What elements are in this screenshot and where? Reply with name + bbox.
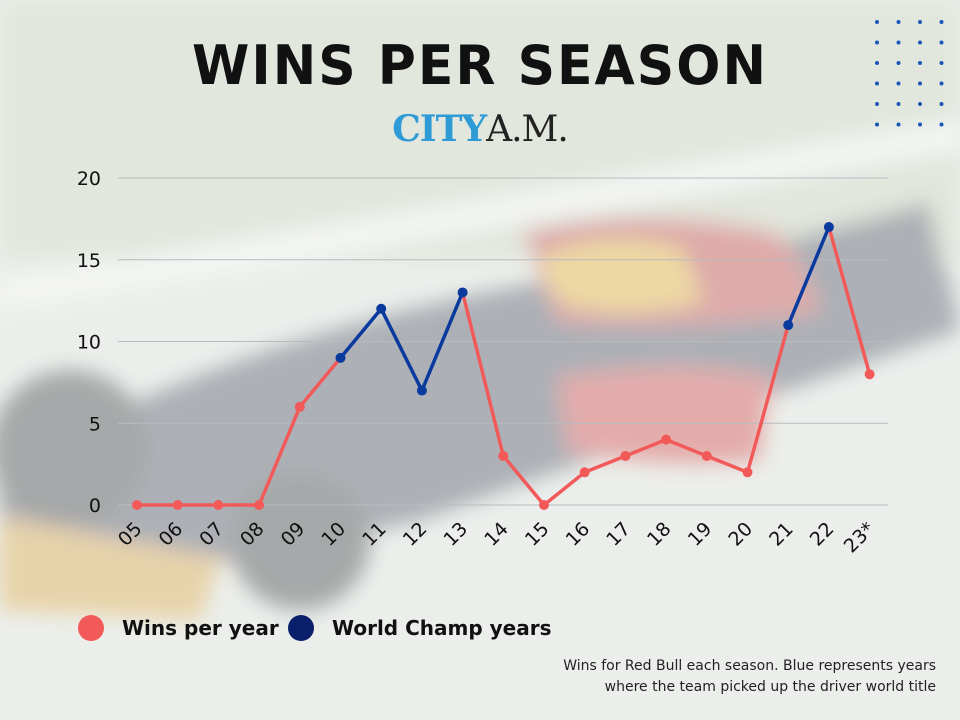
champ-point	[335, 352, 346, 363]
decor-dot	[875, 81, 879, 86]
x-tick-label: 07	[195, 518, 228, 551]
wins-line-segment	[298, 356, 343, 409]
legend-label-champ: World Champ years	[332, 616, 552, 640]
champ-point	[823, 222, 834, 233]
y-tick-label: 10	[77, 332, 101, 354]
x-tick-label: 18	[643, 518, 676, 551]
decor-dot	[939, 61, 944, 65]
chart-title: WINS PER SEASON	[192, 34, 768, 98]
decor-dot	[918, 81, 922, 86]
x-tick-label: 11	[358, 518, 391, 551]
legend-label-wins: Wins per year	[122, 616, 279, 640]
wins-line-segment	[460, 290, 506, 458]
decor-dot	[939, 122, 944, 127]
decor-dot	[896, 61, 901, 65]
decor-dot	[918, 61, 922, 65]
x-tick-label: 21	[765, 518, 798, 551]
x-tick-label: 23*	[840, 518, 879, 557]
champ-line-segment	[420, 290, 465, 393]
wins-line-segment	[582, 454, 628, 475]
wins-point	[294, 401, 305, 412]
x-tick-label: 12	[399, 518, 432, 551]
brand-city: CITY	[392, 108, 487, 150]
wins-point	[213, 500, 224, 510]
navy-dot-icon	[288, 615, 314, 641]
decor-dot	[896, 102, 901, 106]
x-tick-label: 08	[236, 518, 269, 551]
champ-point	[416, 385, 427, 396]
x-tick-label: 09	[277, 518, 310, 551]
x-tick-label: 16	[562, 518, 595, 551]
decor-dot	[918, 20, 922, 24]
decor-dot	[939, 40, 944, 45]
x-tick-label: 13	[439, 518, 472, 551]
x-tick-label: 14	[480, 518, 513, 551]
caption: Wins for Red Bull each season. Blue repr…	[563, 658, 936, 695]
decor-dot	[939, 20, 944, 24]
wins-line-segment	[257, 405, 302, 507]
decor-dot	[939, 81, 944, 86]
decor-dot	[875, 122, 879, 127]
wins-line-segment	[705, 454, 750, 475]
wins-point	[579, 467, 590, 478]
decor-dot	[939, 102, 944, 106]
champ-point	[376, 303, 387, 314]
x-tick-label: 17	[602, 518, 635, 551]
wins-line-segment	[664, 437, 709, 458]
y-tick-label: 0	[89, 495, 101, 517]
y-tick-label: 5	[89, 413, 101, 435]
wins-line-segment	[501, 454, 546, 507]
dot-grid-decoration	[875, 20, 944, 127]
champ-line-segment	[338, 307, 383, 360]
champ-line-segment	[379, 307, 424, 393]
y-tick-label: 20	[77, 168, 101, 190]
legend-item-champ: World Champ years	[288, 613, 551, 643]
legend-item-wins: Wins per year	[78, 613, 279, 643]
x-tick-label: 20	[724, 518, 757, 551]
wins-line-segment	[827, 225, 872, 376]
x-tick-label: 22	[806, 518, 839, 551]
x-tick-label: 15	[521, 518, 554, 551]
decor-dot	[896, 20, 901, 24]
wins-point	[701, 450, 712, 461]
wins-point	[254, 500, 265, 510]
champ-line-segment	[786, 225, 831, 327]
x-tick-label: 05	[114, 518, 147, 551]
decor-dot	[896, 122, 901, 127]
decor-dot	[896, 81, 901, 86]
wins-line-segment	[745, 323, 790, 475]
wins-line-segment	[542, 470, 587, 507]
wins-point	[742, 467, 753, 478]
x-tick-label: 06	[155, 518, 188, 551]
wins-point	[498, 450, 509, 461]
wins-point	[172, 500, 183, 510]
wins-point	[132, 500, 142, 510]
champ-point	[457, 287, 468, 298]
decor-dot	[918, 122, 922, 127]
decor-dot	[875, 102, 879, 106]
decor-dot	[875, 20, 879, 24]
x-tick-label: 19	[684, 518, 717, 551]
wins-line-segment	[623, 437, 668, 458]
brand-logo: CITYA.M.	[0, 108, 960, 150]
wins-point	[620, 450, 631, 461]
brand-am: A.M.	[486, 109, 569, 150]
decor-dot	[896, 40, 901, 45]
champ-point	[783, 320, 794, 331]
red-dot-icon	[78, 615, 104, 641]
wins-point	[661, 434, 672, 445]
decor-dot	[875, 40, 879, 45]
decor-dot	[875, 61, 879, 65]
y-tick-label: 15	[77, 250, 101, 272]
wins-point	[539, 500, 549, 510]
decor-dot	[918, 102, 922, 106]
decor-dot	[918, 40, 922, 45]
wins-point	[864, 369, 875, 380]
x-tick-label: 10	[317, 518, 350, 551]
